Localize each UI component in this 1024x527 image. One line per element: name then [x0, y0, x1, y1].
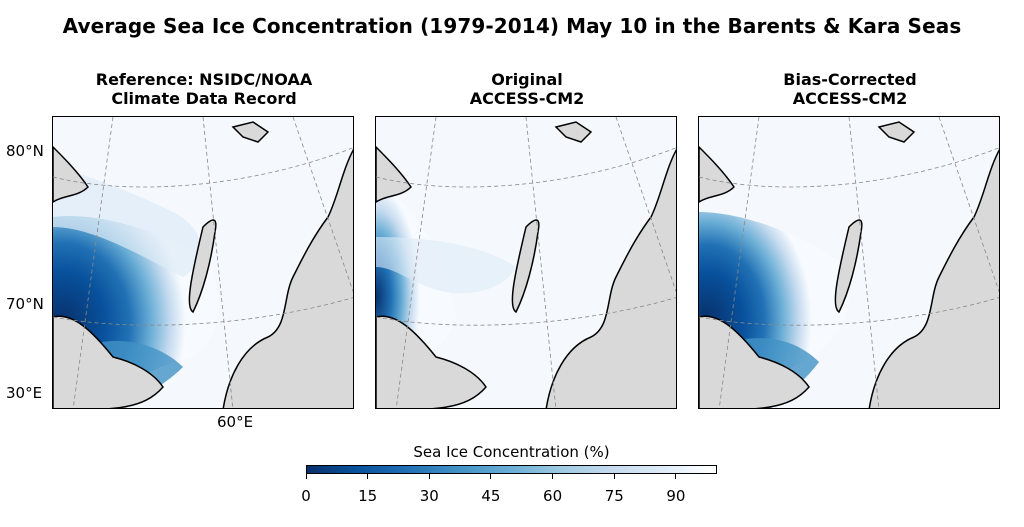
- figure-title: Average Sea Ice Concentration (1979-2014…: [62, 14, 962, 38]
- lon-label-60e: 60°E: [217, 413, 254, 431]
- colorbar-title: Sea Ice Concentration (%): [413, 443, 610, 461]
- colorbar-tick: [613, 474, 615, 479]
- map-panel-reference: [52, 116, 354, 409]
- colorbar-tick: [367, 474, 369, 479]
- colorbar: [306, 465, 717, 474]
- panel-title-original: Original ACCESS-CM2: [469, 70, 585, 108]
- lat-label-80n: 80°N: [6, 142, 44, 160]
- colorbar-tick: [305, 474, 307, 479]
- colorbar-tick-label: 90: [666, 487, 686, 505]
- lon-label-30e: 30°E: [6, 384, 43, 402]
- map-original: [376, 117, 676, 408]
- colorbar-tick-label: 15: [358, 487, 378, 505]
- colorbar-tick-label: 0: [301, 487, 311, 505]
- colorbar-tick: [490, 474, 492, 479]
- panel-title-reference: Reference: NSIDC/NOAA Climate Data Recor…: [95, 70, 313, 108]
- map-reference: [53, 117, 353, 408]
- colorbar-tick-label: 60: [543, 487, 563, 505]
- colorbar-tick-label: 30: [419, 487, 439, 505]
- map-panel-bias-corrected: [698, 116, 1000, 409]
- panel-title-bias-corrected: Bias-Corrected ACCESS-CM2: [783, 70, 917, 108]
- lat-label-70n: 70°N: [6, 295, 44, 313]
- colorbar-tick-label: 45: [481, 487, 501, 505]
- colorbar-tick: [675, 474, 677, 479]
- map-bias-corrected: [699, 117, 999, 408]
- map-panel-original: [375, 116, 677, 409]
- colorbar-tick-label: 75: [604, 487, 624, 505]
- colorbar-tick: [552, 474, 554, 479]
- colorbar-tick: [428, 474, 430, 479]
